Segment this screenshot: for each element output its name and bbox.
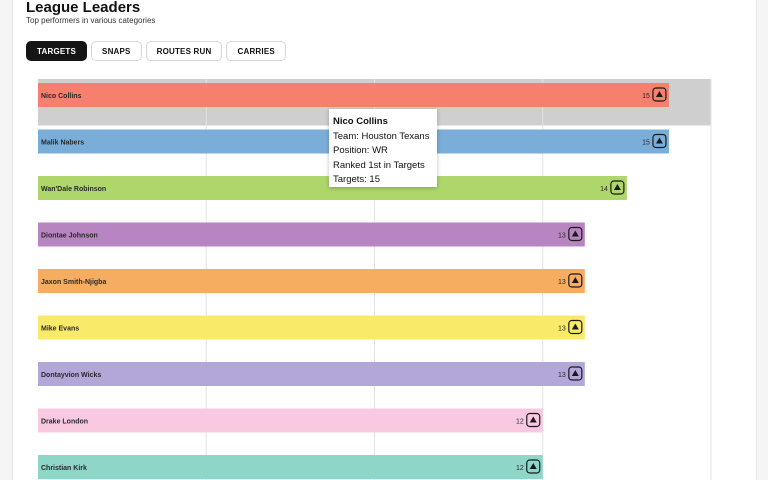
texans-logo-icon: [652, 87, 667, 102]
bar: [38, 315, 585, 340]
team-logo-frame: [526, 412, 541, 428]
bar-category-label: Jaxon Smith-Njigba: [41, 279, 106, 286]
team-logo-frame: [526, 459, 541, 474]
team-logo-mark: [529, 463, 537, 469]
tab-carries[interactable]: CARRIES: [226, 41, 286, 61]
panthers-logo-icon: [568, 226, 583, 242]
bar-value-label: 15: [642, 93, 650, 100]
bar: [38, 455, 543, 479]
tab-routes-run[interactable]: ROUTES RUN: [145, 41, 223, 61]
team-logo-frame: [568, 366, 583, 381]
bar-value-label: 13: [558, 372, 566, 379]
tooltip-team: Team: Houston Texans: [333, 130, 430, 142]
bar-category-label: Christian Kirk: [41, 465, 87, 472]
bar-value-label: 13: [558, 233, 566, 240]
tab-snaps[interactable]: SNAPS: [91, 41, 142, 61]
falcons-logo-icon: [526, 412, 541, 428]
tooltip-value: Targets: 15: [333, 174, 380, 185]
bar-category-label: Dontayvion Wicks: [41, 372, 101, 379]
bar-value-label: 13: [558, 326, 566, 333]
giants-logo-icon: [610, 180, 625, 195]
seahawks-logo-icon: [568, 273, 583, 288]
buccaneers-logo-icon: [568, 319, 583, 335]
team-logo-frame: [652, 133, 667, 149]
bar-category-label: Wan'Dale Robinson: [41, 186, 106, 193]
team-logo-frame: [568, 226, 583, 242]
giants-logo-icon: [652, 133, 667, 149]
bar-category-label: Diontae Johnson: [41, 233, 98, 240]
bar: [38, 269, 585, 293]
tooltip-position: Position: WR: [333, 145, 388, 156]
bar-value-label: 12: [516, 465, 524, 472]
tooltip-rank: Ranked 1st in Targets: [333, 159, 425, 171]
team-logo-mark: [571, 277, 579, 283]
bar-value-label: 15: [642, 140, 650, 147]
bar-value-label: 14: [600, 186, 608, 193]
bar-tooltip: Nico Collins Team: Houston Texans Positi…: [329, 109, 437, 187]
team-logo-mark: [571, 370, 579, 376]
tooltip-player-name: Nico Collins: [333, 116, 388, 127]
team-logo-mark: [655, 91, 663, 97]
bar-value-label: 12: [516, 419, 524, 426]
bar-category-label: Drake London: [41, 419, 88, 426]
team-logo-mark: [529, 416, 537, 423]
jaguars-logo-icon: [526, 459, 541, 474]
tab-targets[interactable]: TARGETS: [26, 41, 88, 61]
team-logo-frame: [568, 273, 583, 288]
team-logo-mark: [655, 137, 663, 144]
category-tabs: TARGETS SNAPS ROUTES RUN CARRIES: [26, 41, 286, 61]
page-title: League Leaders: [26, 0, 141, 16]
bar-category-label: Malik Nabers: [41, 140, 84, 147]
bar: [38, 222, 585, 247]
bar-category-label: Nico Collins: [41, 93, 82, 100]
page-subtitle: Top performers in various categories: [26, 16, 156, 25]
packers-logo-icon: [568, 366, 583, 381]
bar-value-label: 13: [558, 279, 566, 286]
bar: [38, 362, 585, 386]
team-logo-mark: [571, 323, 579, 330]
bar: [38, 408, 543, 433]
team-logo-frame: [652, 87, 667, 102]
team-logo-mark: [613, 184, 621, 190]
bar-category-label: Mike Evans: [41, 326, 79, 333]
bar: [38, 83, 669, 107]
team-logo-mark: [571, 230, 579, 237]
team-logo-frame: [610, 180, 625, 195]
team-logo-frame: [568, 319, 583, 335]
